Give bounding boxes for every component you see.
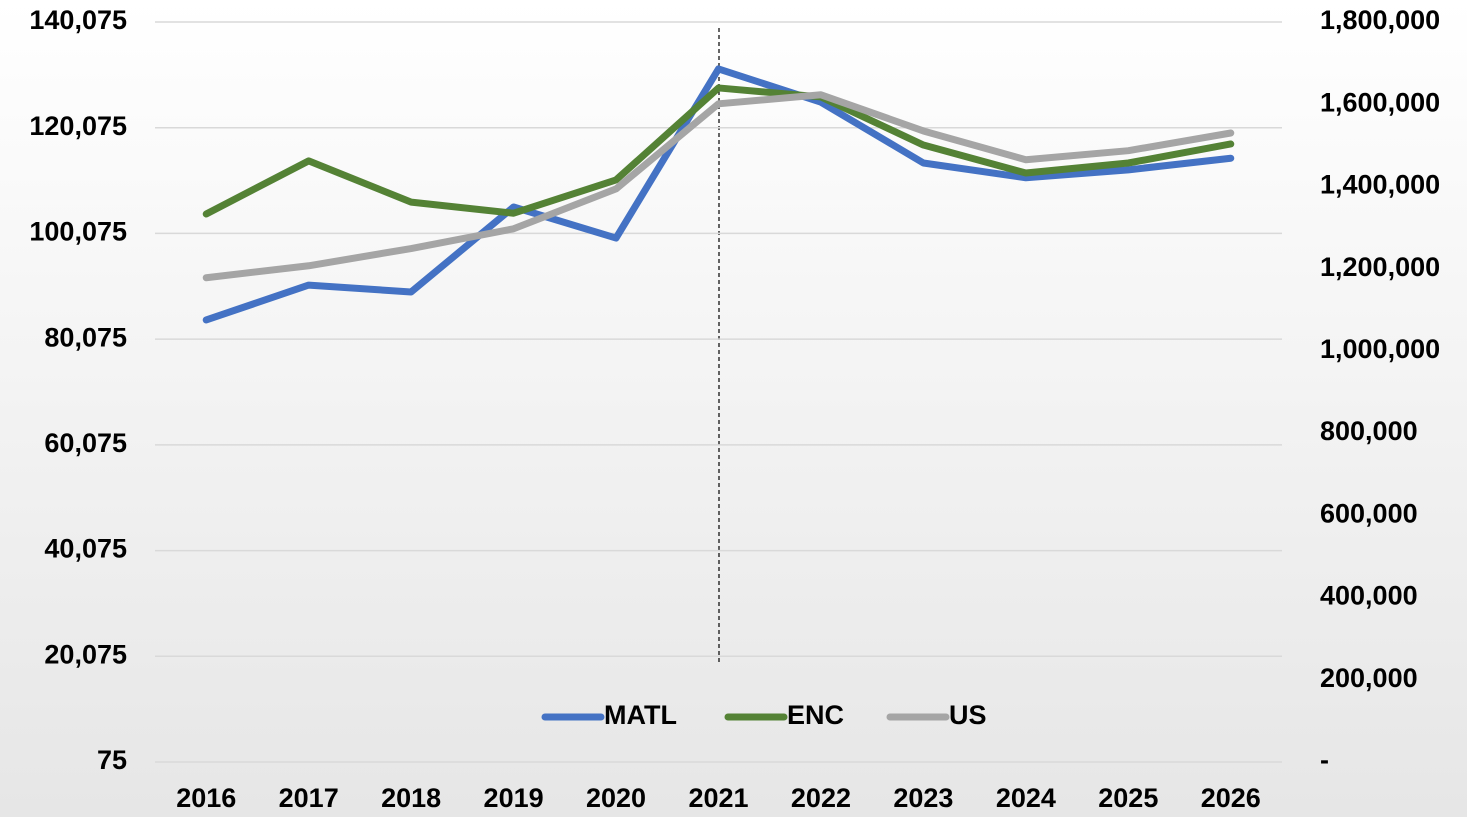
y2-tick-label: 1,000,000	[1320, 334, 1440, 364]
y-tick-label: 120,075	[29, 111, 127, 141]
x-tick-label: 2018	[381, 783, 441, 813]
x-tick-label: 2024	[996, 783, 1056, 813]
y-tick-label: 20,075	[44, 639, 127, 669]
y2-tick-label: 200,000	[1320, 663, 1418, 693]
y-tick-label: 100,075	[29, 217, 127, 247]
y2-tick-label: 1,600,000	[1320, 87, 1440, 117]
y2-tick-label: 800,000	[1320, 416, 1418, 446]
legend-label: US	[949, 700, 987, 730]
series-line	[202, 84, 1235, 218]
x-tick-label: 2026	[1201, 783, 1261, 813]
legend-label: ENC	[787, 700, 844, 730]
y2-tick-label: 600,000	[1320, 498, 1418, 528]
x-tick-label: 2025	[1098, 783, 1158, 813]
x-tick-label: 2019	[484, 783, 544, 813]
x-tick-label: 2023	[893, 783, 953, 813]
y2-tick-label: 400,000	[1320, 581, 1418, 611]
legend-label: MATL	[604, 700, 677, 730]
y-tick-label: 80,075	[44, 322, 127, 352]
y-tick-label: 75	[97, 745, 127, 775]
x-tick-label: 2021	[688, 783, 748, 813]
y-tick-label: 140,075	[29, 5, 127, 35]
series-line	[202, 91, 1235, 282]
x-tick-label: 2020	[586, 783, 646, 813]
series-line	[202, 65, 1235, 324]
x-tick-label: 2016	[176, 783, 236, 813]
x-tick-label: 2017	[279, 783, 339, 813]
y2-tick-label: -	[1320, 745, 1329, 775]
x-tick-label: 2022	[791, 783, 851, 813]
y-tick-label: 40,075	[44, 534, 127, 564]
y2-tick-label: 1,400,000	[1320, 170, 1440, 200]
y2-tick-label: 1,200,000	[1320, 252, 1440, 282]
y2-tick-label: 1,800,000	[1320, 5, 1440, 35]
y-tick-label: 60,075	[44, 428, 127, 458]
